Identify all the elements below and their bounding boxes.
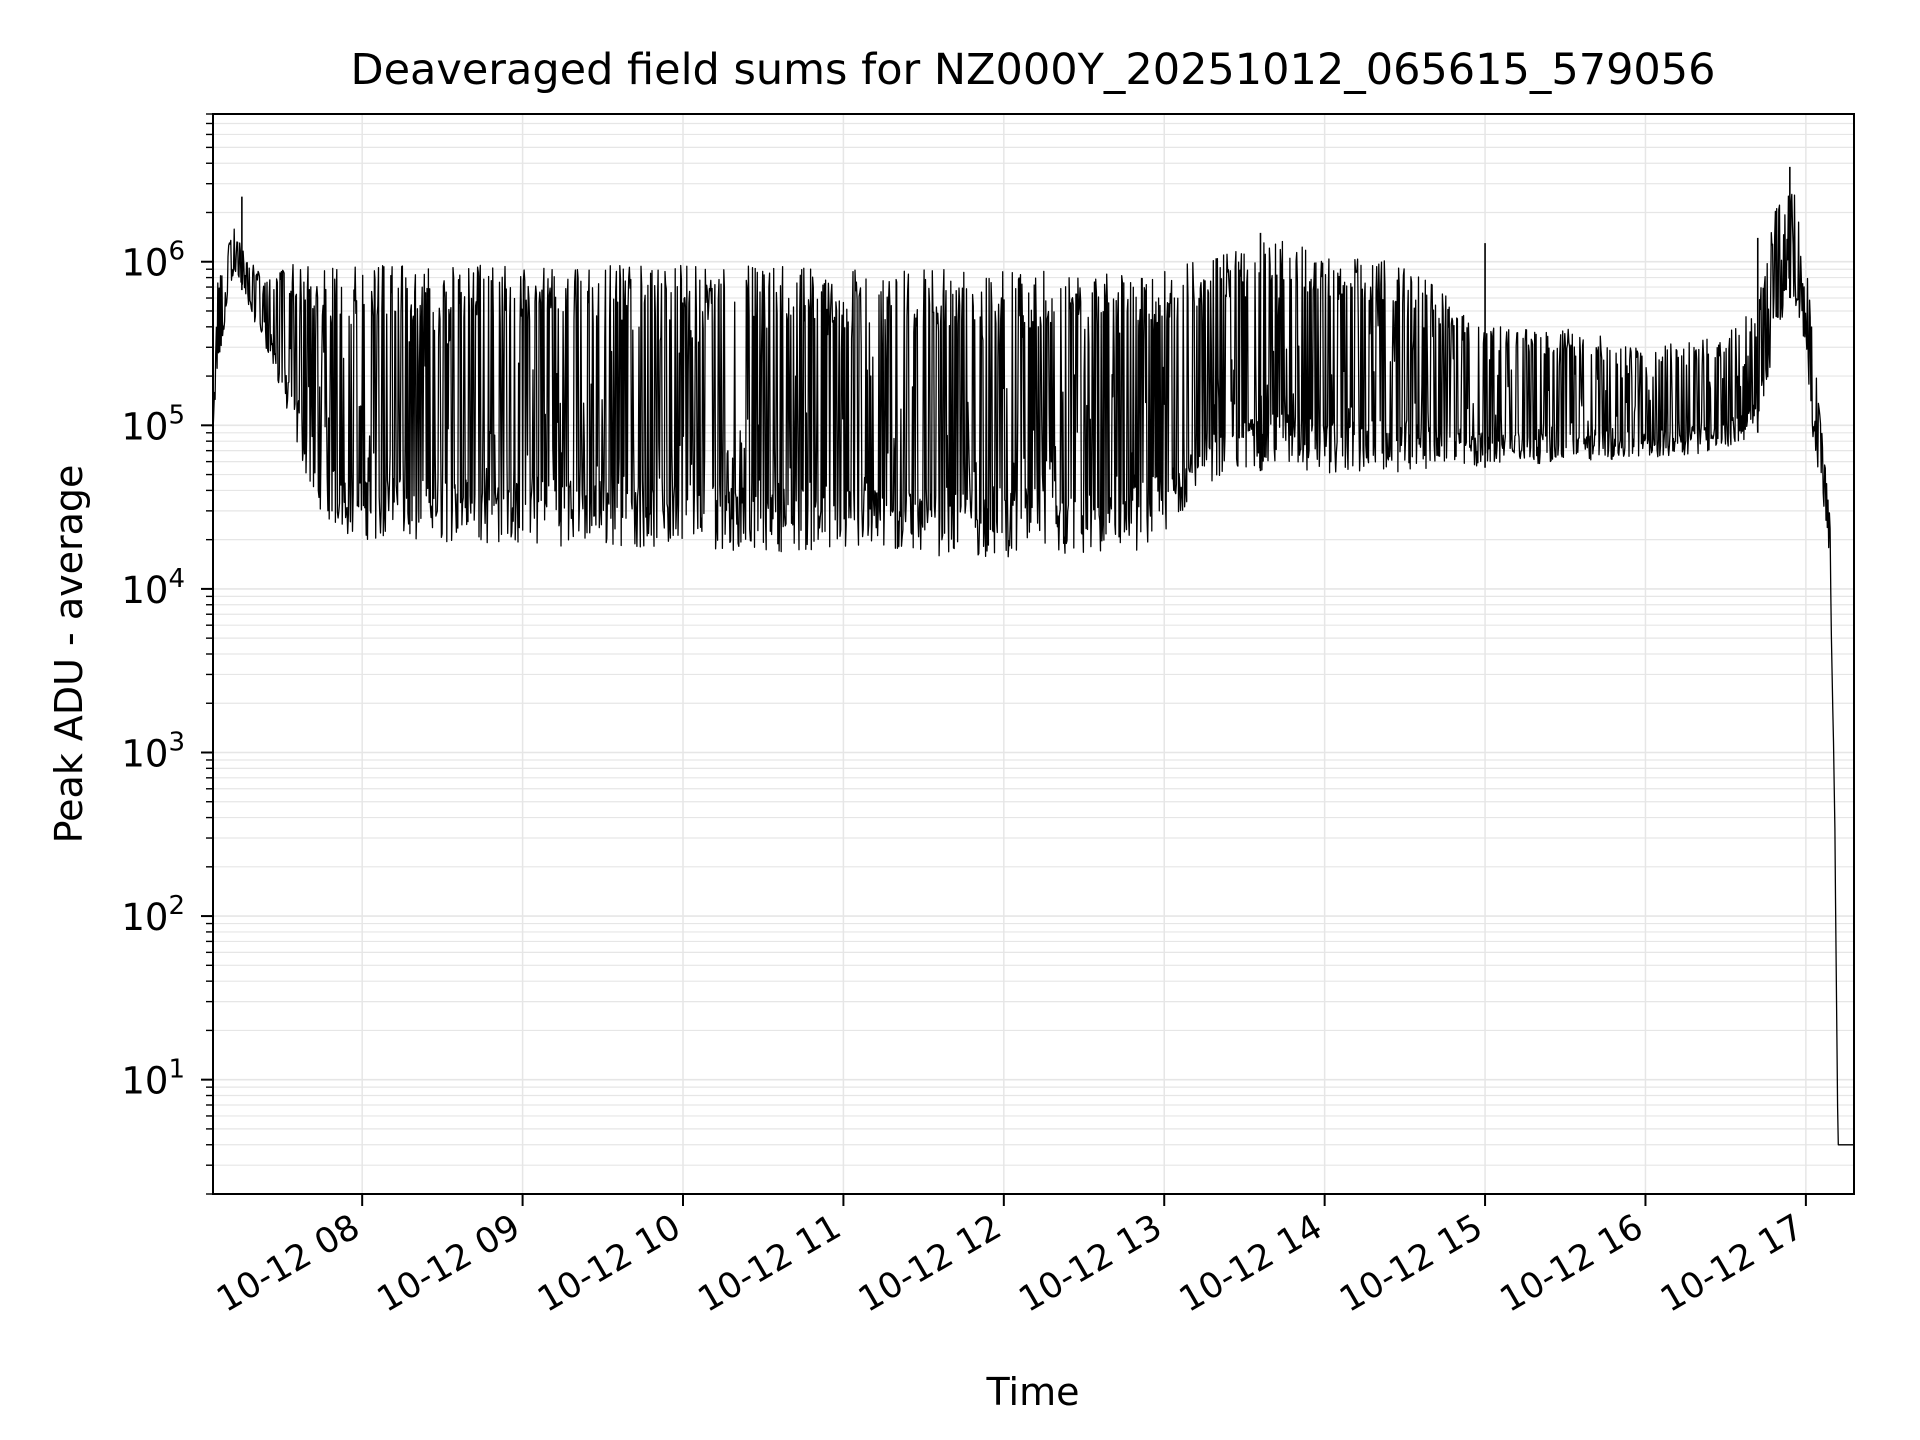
series-line: [212, 193, 1854, 1146]
y-tick-label: 103: [121, 727, 185, 775]
y-axis-label: Peak ADU - average: [47, 465, 91, 844]
x-axis-label: Time: [986, 1370, 1080, 1414]
y-tick-label: 102: [121, 891, 185, 939]
y-tick-label: 105: [121, 400, 185, 448]
y-axis: 101 102 103 104 105 106: [121, 113, 213, 1195]
y-tick-label: 104: [121, 564, 185, 612]
chart-title: Deaveraged field sums for NZ000Y_2025101…: [350, 45, 1715, 95]
series-layer: [212, 166, 1854, 1146]
y-tick-label: 101: [121, 1055, 185, 1103]
y-tick-label: 106: [121, 237, 185, 285]
